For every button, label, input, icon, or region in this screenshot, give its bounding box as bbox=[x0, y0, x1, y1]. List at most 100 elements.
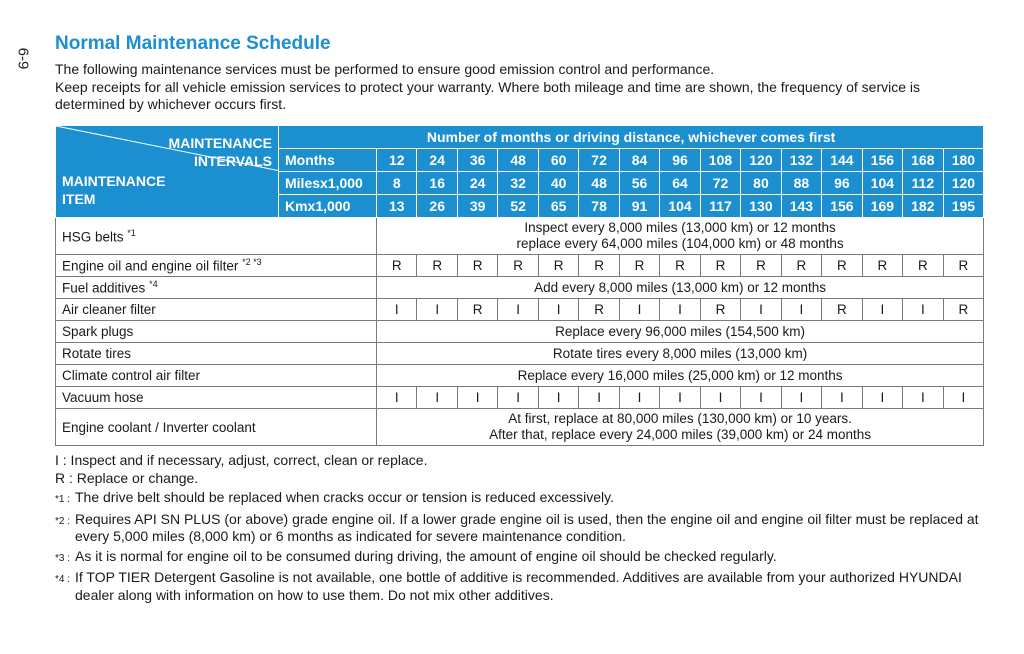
header-interval-value: 48 bbox=[578, 171, 620, 195]
interval-description-line: Replace every 96,000 miles (154,500 km) bbox=[555, 323, 806, 339]
corner-top-line-2: INTERVALS bbox=[193, 153, 272, 169]
header-title: Number of months or driving distance, wh… bbox=[277, 125, 985, 149]
schedule-cell: R bbox=[699, 298, 742, 321]
footnote: *2 : Requires API SN PLUS (or above) grad… bbox=[55, 511, 985, 546]
schedule-cell: R bbox=[659, 254, 701, 277]
schedule-cell: I bbox=[537, 386, 580, 409]
interval-description-line: replace every 64,000 miles (104,000 km) … bbox=[516, 236, 844, 251]
maintenance-schedule-table: MAINTENANCE INTERVALS MAINTENANCE ITEM N… bbox=[55, 125, 985, 446]
item-label: Engine oil and engine oil filter bbox=[62, 258, 239, 274]
intro-text: The following maintenance services must … bbox=[55, 61, 985, 114]
schedule-cell: I bbox=[780, 298, 823, 321]
item-label: Air cleaner filter bbox=[62, 302, 156, 317]
schedule-cell: I bbox=[375, 386, 418, 409]
interval-description: Replace every 16,000 miles (25,000 km) o… bbox=[375, 364, 985, 387]
schedule-cell: I bbox=[416, 298, 458, 321]
schedule-cell: I bbox=[740, 298, 782, 321]
footnote-text: If TOP TIER Detergent Gasoline is not av… bbox=[75, 569, 962, 603]
intro-line-2: Keep receipts for all vehicle emission s… bbox=[55, 78, 921, 113]
table-row: Fuel additives *4 Add every 8,000 miles (… bbox=[55, 276, 985, 299]
header-interval-value: 91 bbox=[618, 194, 661, 218]
schedule-cell: I bbox=[497, 386, 539, 409]
header-interval-value: 40 bbox=[537, 171, 580, 195]
schedule-cell: I bbox=[578, 386, 620, 409]
header-interval-value: 72 bbox=[578, 148, 620, 172]
schedule-cell: R bbox=[942, 254, 985, 277]
schedule-cell: I bbox=[659, 386, 701, 409]
header-interval-value: 48 bbox=[497, 148, 539, 172]
interval-description-line: At first, replace at 80,000 miles (130,0… bbox=[508, 411, 852, 426]
header-interval-value: 64 bbox=[659, 171, 701, 195]
header-interval-value: 169 bbox=[861, 194, 904, 218]
header-interval-value: 24 bbox=[416, 148, 458, 172]
interval-description: Inspect every 8,000 miles (13,000 km) or… bbox=[375, 217, 985, 255]
interval-description: At first, replace at 80,000 miles (130,0… bbox=[375, 408, 985, 446]
header-unit-label: Kmx1,000 bbox=[278, 194, 377, 218]
corner-top-line-1: MAINTENANCE bbox=[168, 135, 272, 151]
schedule-cell: I bbox=[821, 386, 863, 409]
maintenance-item-name: Air cleaner filter bbox=[55, 298, 377, 321]
header-interval-value: 96 bbox=[821, 171, 863, 195]
footnote-mark: *4 : bbox=[55, 574, 71, 585]
schedule-cell: I bbox=[618, 386, 661, 409]
table-row: Rotate tires Rotate tires every 8,000 mil… bbox=[55, 342, 985, 365]
item-label: Rotate tires bbox=[62, 346, 132, 361]
legend-inspect: I : Inspect and if necessary, adjust, co… bbox=[55, 452, 428, 468]
header-interval-value: 72 bbox=[699, 171, 742, 195]
schedule-cell: R bbox=[699, 254, 742, 277]
header-interval-value: 16 bbox=[416, 171, 458, 195]
header-row: Milesx1,000 8 16 24 32 40 48 56 64 72 80 88 96 104 112… bbox=[56, 171, 985, 195]
interval-description-line: Rotate tires every 8,000 miles (13,000 k… bbox=[552, 345, 808, 361]
item-label: Fuel additives bbox=[62, 280, 146, 296]
schedule-cell: I bbox=[375, 298, 418, 321]
schedule-cell: R bbox=[578, 254, 620, 277]
header-interval-value: 104 bbox=[861, 171, 904, 195]
schedule-cell: R bbox=[942, 298, 985, 321]
footnote-mark: *3 : bbox=[55, 552, 71, 564]
interval-description: Add every 8,000 miles (13,000 km) or 12 … bbox=[375, 276, 985, 299]
page-number: 6-9 bbox=[14, 47, 32, 70]
footnote-mark: *1 : bbox=[55, 494, 71, 505]
item-label: Engine coolant / Inverter coolant bbox=[62, 419, 256, 435]
item-label: HSG belts bbox=[62, 229, 124, 245]
interval-description: Replace every 96,000 miles (154,500 km) bbox=[375, 320, 985, 343]
schedule-cell: R bbox=[780, 254, 823, 277]
header-interval-value: 180 bbox=[942, 148, 985, 172]
schedule-cell: I bbox=[902, 298, 944, 321]
header-row: Kmx1,000 13 26 39 52 65 78 91 104 117 130 143 156 169… bbox=[56, 194, 985, 218]
corner-intervals-label: MAINTENANCE INTERVALS bbox=[169, 134, 272, 170]
table-row: Spark plugs Replace every 96,000 miles (1… bbox=[55, 320, 985, 343]
footnotes: *1 : The drive belt should be replaced wh… bbox=[55, 489, 985, 604]
schedule-cell: R bbox=[578, 298, 620, 321]
footnote: *3 : As it is normal for engine oil to be… bbox=[55, 548, 985, 568]
header-interval-value: 12 bbox=[375, 148, 418, 172]
schedule-cell: I bbox=[497, 298, 539, 321]
footnote-text: Requires API SN PLUS (or above) grade en… bbox=[75, 510, 979, 545]
schedule-cell: I bbox=[659, 298, 701, 321]
schedule-cell: I bbox=[618, 298, 661, 321]
table-body: HSG belts *1 Inspect every 8,000 miles (1… bbox=[55, 217, 985, 446]
header-interval-value: 144 bbox=[821, 148, 863, 172]
table-row: Vacuum hose I I I I I I I I I I I I I I I bbox=[55, 386, 985, 409]
header-interval-value: 120 bbox=[942, 171, 985, 195]
maintenance-item-name: Vacuum hose bbox=[55, 386, 377, 409]
interval-description-line: Replace every 16,000 miles (25,000 km) o… bbox=[517, 367, 843, 383]
header-unit-label: Months bbox=[278, 148, 377, 172]
header-interval-value: 56 bbox=[618, 171, 661, 195]
schedule-cell: R bbox=[618, 254, 661, 277]
header-interval-value: 156 bbox=[821, 194, 863, 218]
header-interval-value: 120 bbox=[740, 148, 782, 172]
schedule-cell: R bbox=[861, 254, 904, 277]
interval-description-line: Add every 8,000 miles (13,000 km) or 12 … bbox=[534, 279, 827, 295]
header-interval-value: 84 bbox=[618, 148, 661, 172]
maintenance-item-name: Rotate tires bbox=[55, 342, 377, 365]
header-interval-value: 117 bbox=[699, 194, 742, 218]
maintenance-item-name: Engine oil and engine oil filter *2 *3 bbox=[55, 254, 377, 277]
header-interval-value: 182 bbox=[902, 194, 944, 218]
header-corner: MAINTENANCE INTERVALS MAINTENANCE ITEM bbox=[55, 125, 279, 218]
item-label: Vacuum hose bbox=[62, 390, 144, 405]
header-interval-value: 52 bbox=[497, 194, 539, 218]
interval-description-line: After that, replace every 24,000 miles (… bbox=[489, 427, 872, 442]
schedule-cell: R bbox=[456, 298, 499, 321]
schedule-cell: R bbox=[537, 254, 580, 277]
